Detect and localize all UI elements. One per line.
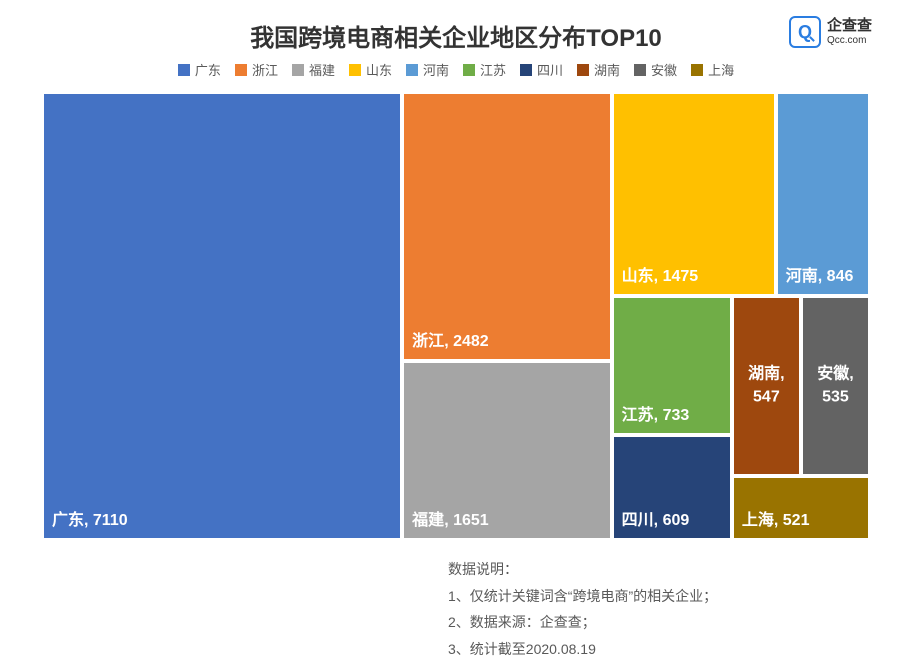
treemap-cell: 湖南, 547 (732, 296, 801, 476)
legend-item: 江苏 (463, 60, 506, 79)
notes-line: 2、数据来源：企查查； (448, 609, 717, 636)
treemap-cell-label: 广东, 7110 (52, 506, 128, 530)
data-notes: 数据说明： 1、仅统计关键词含“跨境电商”的相关企业； 2、数据来源：企查查； … (448, 556, 717, 662)
legend-item: 浙江 (235, 60, 278, 79)
treemap-cell-label: 上海, 521 (742, 506, 810, 530)
legend-label: 四川 (537, 60, 563, 79)
legend-swatch (577, 64, 589, 76)
treemap-cell: 山东, 1475 (612, 92, 776, 296)
treemap-cell-label: 福建, 1651 (412, 506, 489, 530)
logo-text-cn: 企查查 (827, 18, 872, 35)
legend-swatch (406, 64, 418, 76)
treemap-cell: 浙江, 2482 (402, 92, 611, 361)
legend-label: 浙江 (252, 60, 278, 79)
treemap-cell-label: 江苏, 733 (622, 401, 690, 425)
legend-label: 湖南 (594, 60, 620, 79)
notes-line: 1、仅统计关键词含“跨境电商”的相关企业； (448, 583, 717, 610)
legend-label: 安徽 (651, 60, 677, 79)
treemap-cell: 福建, 1651 (402, 361, 611, 540)
legend-swatch (235, 64, 247, 76)
legend-swatch (691, 64, 703, 76)
treemap-cell-label: 浙江, 2482 (412, 327, 489, 351)
legend-item: 广东 (178, 60, 221, 79)
treemap-cell-label: 安徽, 535 (817, 364, 853, 409)
logo-text-en: Qcc.com (827, 35, 872, 46)
chart-title: 我国跨境电商相关企业地区分布TOP10 (250, 18, 662, 53)
source-logo: Q 企查查 Qcc.com (789, 16, 872, 48)
treemap-cell: 上海, 521 (732, 476, 870, 540)
treemap-cell-label: 河南, 846 (786, 262, 854, 286)
notes-line: 3、统计截至2020.08.19 (448, 636, 717, 663)
legend-swatch (520, 64, 532, 76)
legend-item: 上海 (691, 60, 734, 79)
legend: 广东 浙江 福建 山东 河南 江苏 四川 湖南 安徽 上海 (0, 60, 912, 79)
legend-label: 山东 (366, 60, 392, 79)
treemap-cell: 江苏, 733 (612, 296, 732, 435)
treemap-cell: 广东, 7110 (42, 92, 402, 540)
magnifier-icon: Q (789, 16, 821, 48)
treemap-cell-label: 山东, 1475 (622, 262, 699, 286)
legend-label: 上海 (708, 60, 734, 79)
treemap-cell: 安徽, 535 (801, 296, 870, 476)
legend-item: 湖南 (577, 60, 620, 79)
treemap-cell: 河南, 846 (776, 92, 870, 296)
legend-swatch (292, 64, 304, 76)
treemap-cell-label: 湖南, 547 (748, 364, 784, 409)
legend-item: 四川 (520, 60, 563, 79)
legend-item: 福建 (292, 60, 335, 79)
legend-label: 河南 (423, 60, 449, 79)
legend-swatch (349, 64, 361, 76)
legend-label: 福建 (309, 60, 335, 79)
treemap-chart: 广东, 7110 浙江, 2482 福建, 1651 山东, 1475 河南, 846 江… (42, 92, 870, 540)
treemap-cell-label: 四川, 609 (622, 506, 690, 530)
legend-item: 山东 (349, 60, 392, 79)
legend-swatch (178, 64, 190, 76)
notes-heading: 数据说明： (448, 556, 717, 583)
legend-item: 河南 (406, 60, 449, 79)
legend-label: 江苏 (480, 60, 506, 79)
legend-item: 安徽 (634, 60, 677, 79)
legend-swatch (463, 64, 475, 76)
treemap-cell: 四川, 609 (612, 435, 732, 540)
legend-swatch (634, 64, 646, 76)
legend-label: 广东 (195, 60, 221, 79)
